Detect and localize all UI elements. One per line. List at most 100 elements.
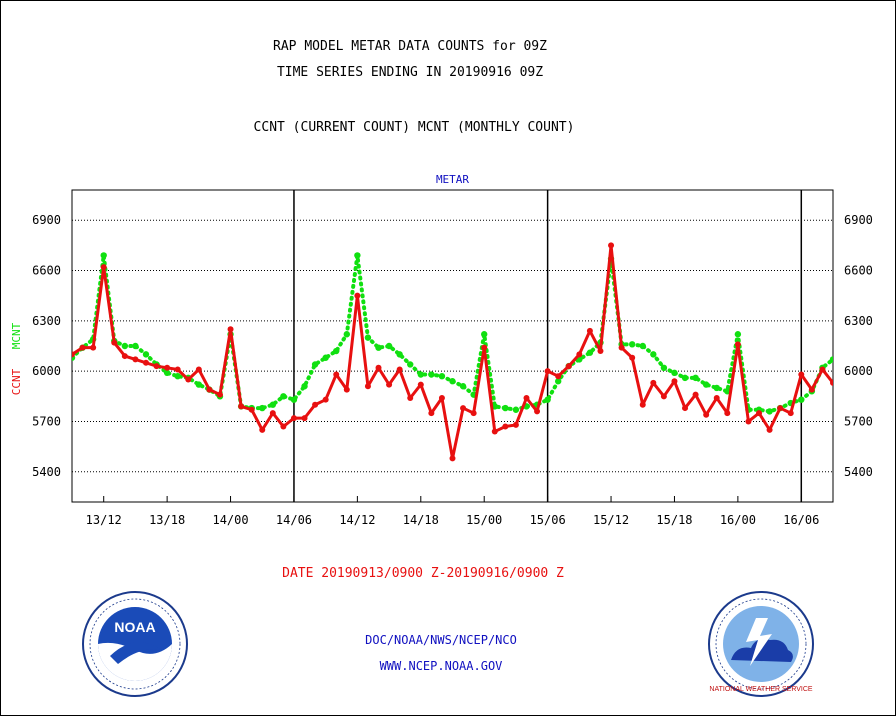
x-tick-label: 13/12 (86, 513, 122, 527)
point-mcnt (311, 361, 319, 368)
y-tick-label-right: 6000 (844, 364, 873, 378)
point-ccnt (375, 364, 382, 371)
point-ccnt (153, 363, 160, 370)
plot-area (71, 189, 834, 503)
point-ccnt (777, 405, 784, 412)
point-ccnt (354, 292, 361, 299)
point-mcnt (681, 374, 689, 382)
point-mcnt (343, 331, 351, 338)
noaa-logo-text: NOAA (114, 619, 155, 635)
point-mcnt (163, 369, 171, 377)
y-tick-label-left: 6600 (32, 264, 61, 278)
point-mcnt (385, 342, 393, 350)
point-ccnt (512, 421, 519, 428)
series-group (72, 242, 833, 462)
point-mcnt (417, 371, 424, 378)
point-ccnt (660, 393, 667, 400)
point-mcnt (322, 354, 329, 361)
point-ccnt (481, 344, 488, 351)
point-ccnt (502, 423, 509, 430)
chart-title-line1: RAP MODEL METAR DATA COUNTS for 09Z (273, 39, 547, 54)
x-tick-label: 15/18 (656, 513, 692, 527)
point-mcnt (544, 396, 551, 403)
point-mcnt (702, 381, 710, 388)
point-mcnt (671, 369, 678, 377)
point-ccnt (819, 366, 826, 373)
point-mcnt (660, 364, 668, 372)
point-ccnt (269, 410, 276, 417)
point-mcnt (713, 384, 720, 392)
point-mcnt (586, 349, 594, 356)
point-ccnt (586, 327, 593, 334)
point-ccnt (756, 410, 763, 417)
point-ccnt (100, 264, 107, 271)
point-ccnt (438, 395, 445, 401)
y-axis-label-group: CCNT MCNT (10, 322, 23, 395)
point-ccnt (79, 344, 86, 351)
point-ccnt (185, 376, 192, 383)
y-tick-label-left: 6900 (32, 213, 61, 227)
point-ccnt (132, 356, 139, 363)
y-tick-label-left: 6300 (32, 314, 61, 328)
point-ccnt (195, 366, 202, 373)
point-mcnt (354, 252, 361, 259)
point-ccnt (692, 391, 699, 398)
chart-subtitle: CCNT (CURRENT COUNT) MCNT (MONTHLY COUNT… (253, 120, 575, 135)
point-mcnt (364, 334, 372, 341)
point-ccnt (333, 371, 340, 378)
point-mcnt (259, 404, 266, 412)
point-ccnt (322, 396, 329, 403)
x-tick-label: 14/18 (403, 513, 439, 527)
point-ccnt (671, 378, 678, 385)
x-tick-label: 14/00 (212, 513, 248, 527)
point-ccnt (734, 341, 741, 348)
x-tick-label: 15/00 (466, 513, 502, 527)
y-tick-label-right: 6600 (844, 264, 873, 278)
point-ccnt (290, 415, 297, 422)
point-ccnt (491, 428, 498, 435)
point-ccnt (798, 371, 805, 378)
point-mcnt (290, 396, 298, 403)
point-mcnt (132, 342, 139, 350)
point-mcnt (639, 342, 646, 350)
point-ccnt (312, 401, 319, 408)
y-tick-label-left: 5400 (32, 465, 61, 479)
point-ccnt (248, 406, 255, 413)
point-mcnt (174, 372, 181, 380)
chart-title-line2: TIME SERIES ENDING IN 20190916 09Z (276, 65, 544, 80)
x-tick-label: 13/18 (149, 513, 185, 527)
point-ccnt (343, 386, 350, 393)
point-ccnt (280, 423, 287, 430)
point-ccnt (724, 410, 731, 417)
point-mcnt (449, 378, 456, 385)
noaa-logo: NOAA (82, 591, 188, 697)
date-range-label: DATE 20190913/0900 Z-20190916/0900 Z (282, 566, 564, 581)
point-ccnt (164, 364, 171, 371)
nws-logo: NATIONAL WEATHER SERVICE (708, 591, 814, 697)
point-ccnt (639, 401, 646, 408)
point-ccnt (238, 403, 245, 410)
point-mcnt (142, 351, 150, 358)
nws-logo-text: NATIONAL WEATHER SERVICE (709, 686, 813, 693)
point-mcnt (692, 374, 699, 382)
y-tick-label-right: 6300 (844, 314, 873, 328)
point-ccnt (206, 386, 213, 393)
point-ccnt (703, 411, 710, 418)
point-ccnt (121, 353, 128, 360)
point-ccnt (608, 242, 615, 249)
point-ccnt (523, 395, 530, 401)
point-ccnt (111, 339, 118, 346)
point-ccnt (428, 410, 435, 417)
point-ccnt (417, 381, 424, 388)
x-tick-label: 14/12 (339, 513, 375, 527)
point-ccnt (142, 359, 149, 366)
panel-title: METAR (436, 173, 469, 186)
point-ccnt (629, 354, 636, 361)
point-ccnt (259, 426, 266, 433)
y-tick-label-right: 5700 (844, 414, 873, 428)
point-mcnt (269, 401, 277, 408)
point-ccnt (407, 395, 414, 401)
point-mcnt (512, 406, 520, 413)
point-ccnt (745, 418, 752, 425)
